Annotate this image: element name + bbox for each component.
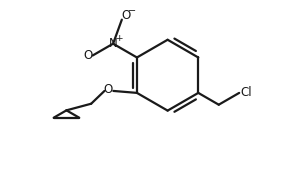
Text: O: O (121, 9, 130, 22)
Text: +: + (115, 34, 122, 43)
Text: Cl: Cl (240, 86, 252, 99)
Text: O: O (104, 83, 113, 96)
Text: −: − (128, 6, 136, 16)
Text: O: O (83, 49, 92, 62)
Text: N: N (109, 37, 118, 50)
